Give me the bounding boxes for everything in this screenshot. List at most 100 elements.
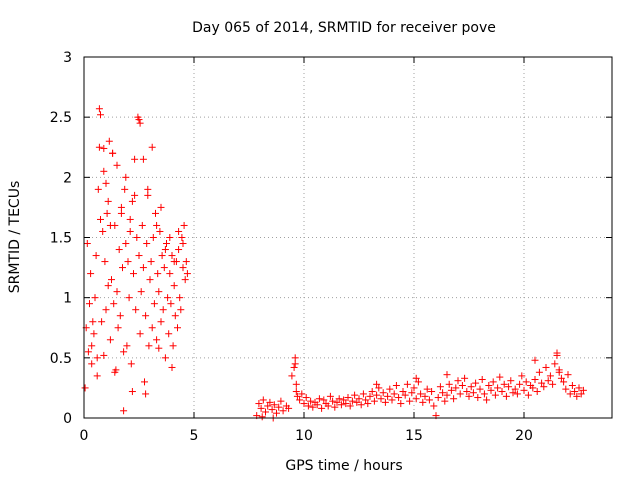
data-point [100,351,108,359]
data-point [403,380,411,388]
data-point [388,396,396,404]
data-point [89,318,97,326]
data-point [342,400,350,408]
data-point [518,372,526,380]
data-point [353,398,361,406]
data-point [136,119,144,127]
data-point [333,398,341,406]
data-point [137,288,145,296]
data-point [397,400,405,408]
data-point [346,402,354,410]
data-point [92,252,100,260]
data-point [285,404,293,412]
data-point [135,116,143,124]
y-tick-label: 1.5 [50,231,72,247]
data-point [147,258,155,266]
data-point [290,363,298,371]
data-point [419,398,427,406]
data-point [136,330,144,338]
data-point [122,240,130,248]
data-point [390,390,398,398]
data-point [169,342,177,350]
data-point [485,382,493,390]
data-point [359,390,367,398]
data-point [568,382,576,390]
data-point [127,360,135,368]
data-point [132,306,140,314]
data-point [97,111,104,119]
data-point [88,360,96,368]
data-point [560,378,568,386]
data-point [268,406,276,414]
data-point [476,385,484,393]
data-point [423,385,431,393]
data-point [456,390,464,398]
data-point [153,336,161,344]
data-point [106,336,114,344]
data-point [98,318,106,326]
data-point [128,388,136,396]
data-point [113,288,121,296]
data-point [348,397,356,405]
data-point [91,294,99,302]
data-point [467,383,475,391]
data-point [131,191,139,199]
data-point [139,264,147,272]
data-point [258,413,266,421]
data-point [544,377,552,385]
data-point [395,394,403,402]
data-point [181,276,189,284]
data-point [520,386,528,394]
data-point [104,197,112,205]
data-point [146,276,154,284]
data-point [120,407,128,415]
data-point [410,384,418,392]
data-point [158,252,166,260]
x-tick-label: 0 [80,428,89,444]
data-point [487,386,495,394]
data-point [114,324,122,332]
data-point [125,294,133,302]
data-point [454,377,462,385]
data-point [270,401,278,409]
data-point [178,234,186,241]
data-point [148,324,156,332]
data-point [93,372,101,380]
data-point [412,395,420,403]
x-tick-label: 10 [295,428,313,444]
data-point [87,270,95,278]
y-tick-label: 1 [63,291,72,307]
data-point [472,379,480,387]
data-point [83,240,91,248]
data-point [110,300,118,308]
data-point [119,264,126,272]
data-point [428,388,436,396]
data-point [139,155,147,163]
data-point [117,209,125,217]
data-point [133,234,141,241]
data-point [505,383,513,391]
data-point [549,380,557,388]
axis-ticks: 0 0.5 1 1.5 2 2.5 3 0 5 10 15 20 [50,50,612,444]
data-point [412,374,420,382]
data-point [99,227,107,235]
data-point [292,388,300,396]
data-point [430,402,438,410]
data-point [157,318,165,326]
data-point [155,288,163,296]
data-point [163,240,170,248]
data-point [288,372,296,380]
data-point [279,407,287,415]
data-point [579,386,587,394]
data-point [273,409,280,417]
data-point [531,356,539,364]
data-point [315,395,323,403]
data-point [450,395,458,403]
data-point [575,384,583,392]
data-point [524,391,532,399]
data-point [502,392,510,400]
data-point [331,403,339,411]
data-point [406,397,414,405]
data-point [138,221,146,229]
